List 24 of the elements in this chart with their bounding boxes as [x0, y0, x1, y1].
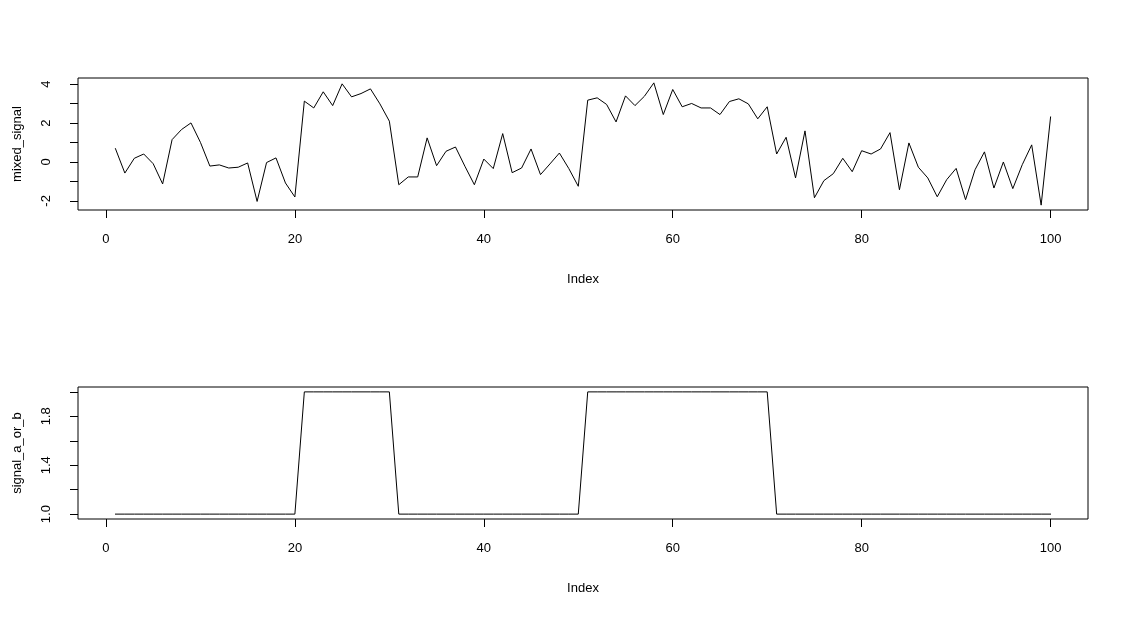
x-axis-title: Index	[567, 271, 600, 286]
x-tick-label: 80	[854, 231, 869, 246]
y-tick-label: 1.8	[38, 407, 53, 426]
y-tick-label: 0	[38, 158, 53, 166]
x-tick-label: 60	[665, 231, 680, 246]
x-tick-label: 100	[1039, 231, 1062, 246]
x-tick-label: 20	[287, 231, 303, 246]
x-tick-label: 20	[287, 540, 303, 555]
line-series	[114, 82, 1052, 206]
x-tick-label: 40	[476, 540, 492, 555]
x-tick-label: 0	[102, 231, 110, 246]
x-tick-label: 80	[854, 540, 869, 555]
x-axis-title: Index	[567, 580, 600, 595]
y-axis-title: signal_a_or_b	[9, 412, 24, 494]
x-tick-label: 40	[476, 231, 492, 246]
y-tick-label: 1.0	[38, 505, 53, 524]
x-tick-label: 60	[665, 540, 680, 555]
y-tick-label: 2	[38, 119, 53, 127]
y-axis-title: mixed_signal	[9, 105, 24, 182]
y-tick-label: 4	[38, 80, 53, 88]
x-tick-label: 0	[102, 540, 110, 555]
y-tick-label: 1.4	[38, 456, 53, 475]
y-tick-label: -2	[38, 195, 53, 207]
x-tick-label: 100	[1039, 540, 1062, 555]
